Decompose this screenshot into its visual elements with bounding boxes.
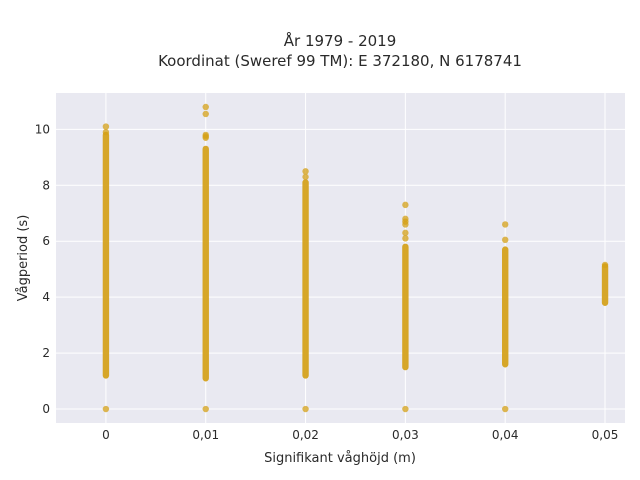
point-cluster-0 [102,131,110,379]
y-axis-ticks: 0 2 4 6 8 10 [35,122,50,416]
data-point-4-2 [502,236,509,244]
x-tick-label-4: 0,04 [492,428,519,442]
y-tick-label-5: 10 [35,122,50,136]
x-tick-label-0: 0 [102,428,110,442]
point-cluster-4 [502,246,509,368]
data-point-0-0 [102,405,110,413]
data-point-3-0 [402,405,409,413]
data-point-1-5 [202,134,209,141]
data-point-1-1 [202,103,209,111]
y-tick-label-1: 2 [42,346,50,360]
data-point-0-2 [102,128,110,136]
point-cluster-5 [601,263,609,306]
data-point-3-5 [402,229,409,237]
plot-area [56,93,625,423]
data-point-2-0 [302,405,309,413]
point-cluster-1 [202,145,209,382]
data-point-2-1 [302,168,309,175]
y-tick-label-0: 0 [42,402,50,416]
data-point-0-1 [102,123,110,130]
x-axis-label: Signifikant våghöjd (m) [264,451,416,466]
x-axis-ticks: 0 0,01 0,02 0,03 0,04 0,05 [102,428,618,442]
data-point-3-6 [402,235,409,242]
point-cluster-2 [302,179,309,379]
chart-title-line1: År 1979 - 2019 [284,31,397,50]
data-point-3-1 [402,201,409,209]
data-point-4-1 [502,221,509,228]
y-tick-label-4: 8 [42,178,50,192]
y-axis-label: Vågperiod (s) [16,215,31,302]
y-tick-label-2: 4 [42,290,50,304]
data-point-1-0 [202,405,209,413]
x-tick-label-2: 0,02 [292,428,319,442]
data-point-2-2 [302,173,309,181]
x-tick-label-5: 0,05 [592,428,619,442]
data-point-5-0 [601,261,609,269]
x-tick-label-3: 0,03 [392,428,419,442]
y-tick-label-3: 6 [42,234,50,248]
data-points [102,103,609,413]
point-cluster-3 [402,243,409,371]
data-point-3-4 [402,221,409,228]
chart-title-line2: Koordinat (Sweref 99 TM): E 372180, N 61… [158,52,522,70]
data-point-1-2 [202,110,209,118]
data-point-4-0 [502,405,509,413]
x-tick-label-1: 0,01 [192,428,219,442]
